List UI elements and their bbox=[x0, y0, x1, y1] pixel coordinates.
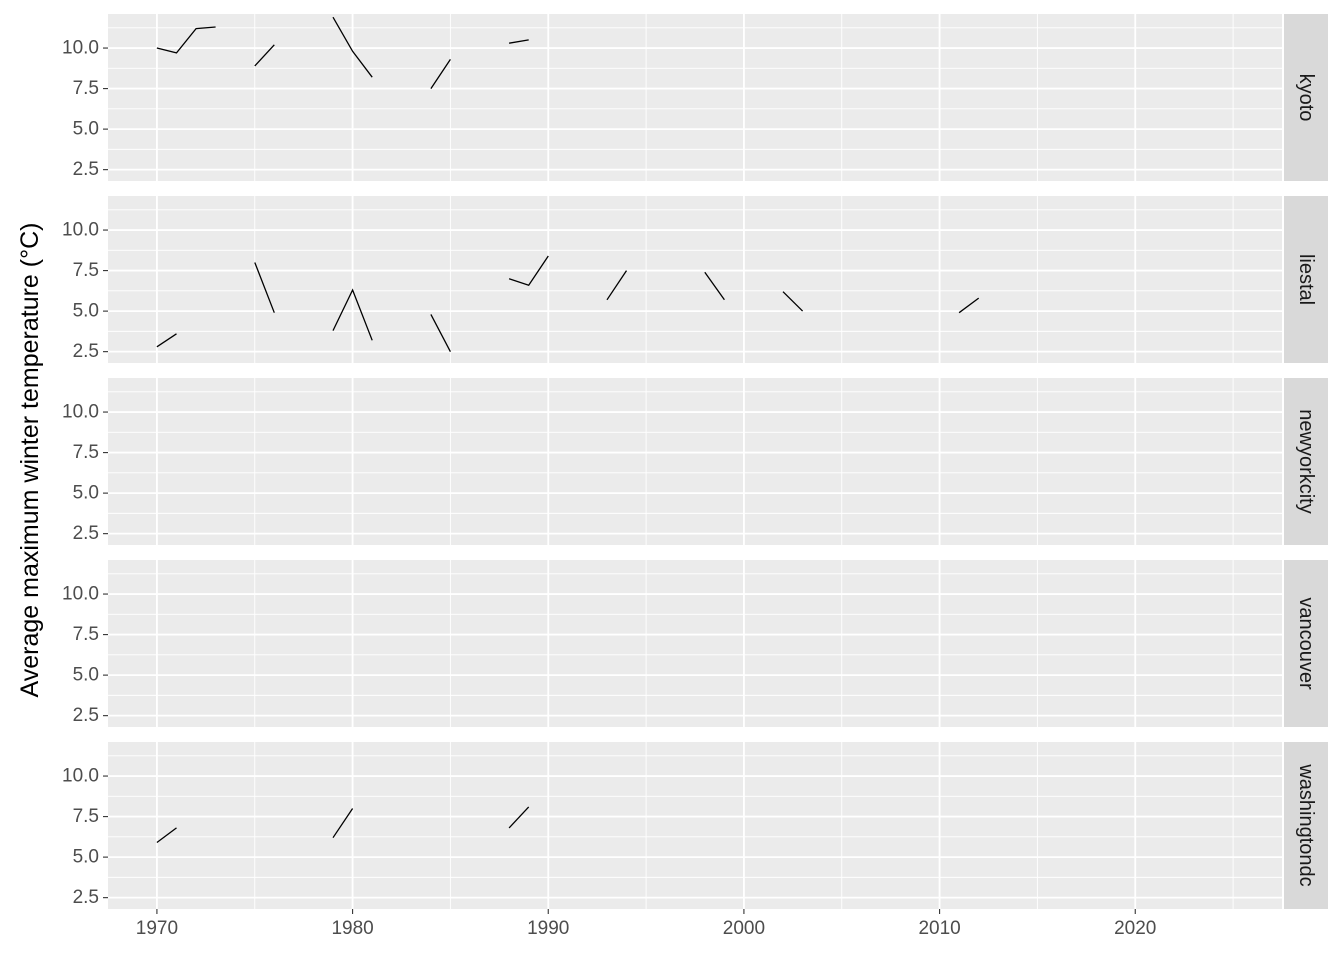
y-tick-label: 7.5 bbox=[73, 78, 99, 99]
strip-label-kyoto: kyoto bbox=[1295, 74, 1317, 122]
panel-liestal bbox=[108, 196, 1282, 363]
strip-label-newyorkcity: newyorkcity bbox=[1295, 409, 1317, 513]
series-line-kyoto-4 bbox=[508, 39, 529, 44]
y-tick-label: 7.5 bbox=[73, 260, 99, 281]
panel-washingtondc bbox=[108, 742, 1282, 909]
x-tick-label: 2000 bbox=[723, 918, 765, 939]
series-line-washingtondc-2 bbox=[508, 806, 530, 829]
strip-kyoto: kyoto bbox=[1284, 14, 1328, 181]
strip-background-vancouver bbox=[1284, 560, 1328, 727]
y-tick-label: 10.0 bbox=[62, 220, 99, 241]
x-axis: 1970 1980 1990 2000 2010 2020 bbox=[136, 909, 1156, 939]
x-tick-label: 1990 bbox=[527, 918, 569, 939]
panel-kyoto bbox=[108, 14, 1282, 181]
strip-background-newyorkcity bbox=[1284, 378, 1328, 545]
y-tick-label: 7.5 bbox=[73, 806, 99, 827]
y-tick-label: 5.0 bbox=[73, 483, 99, 504]
series-line-liestal-5 bbox=[606, 270, 628, 301]
y-axes: 2.5 5.0 7.5 10.0 2.5 5.0 7.5 10.0 2.5 5.0 7.5 10.0 2… bbox=[62, 38, 108, 908]
strip-newyorkcity: newyorkcity bbox=[1284, 378, 1328, 545]
series-line-liestal-7 bbox=[782, 291, 804, 312]
panel-background-washingtondc bbox=[108, 742, 1282, 909]
x-tick-label: 2020 bbox=[1114, 918, 1156, 939]
strip-background-liestal bbox=[1284, 196, 1328, 363]
panel-background-newyorkcity bbox=[108, 378, 1282, 545]
y-tick-label: 5.0 bbox=[73, 665, 99, 686]
facet-strips: kyoto liestal newyorkcity vancouver washingt… bbox=[1284, 14, 1328, 909]
panel-background-vancouver bbox=[108, 560, 1282, 727]
strip-background-kyoto bbox=[1284, 14, 1328, 181]
strip-washingtondc: washingtondc bbox=[1284, 742, 1328, 909]
y-tick-label: 10.0 bbox=[62, 38, 99, 59]
series-line-liestal-0 bbox=[156, 333, 177, 348]
panel-newyorkcity bbox=[108, 378, 1282, 545]
y-tick-label: 5.0 bbox=[73, 847, 99, 868]
strip-vancouver: vancouver bbox=[1284, 560, 1328, 727]
x-tick-label: 2010 bbox=[918, 918, 960, 939]
y-tick-label: 5.0 bbox=[73, 119, 99, 140]
y-tick-label: 5.0 bbox=[73, 301, 99, 322]
strip-background-washingtondc bbox=[1284, 742, 1328, 909]
panel-vancouver bbox=[108, 560, 1282, 727]
series-line-kyoto-0 bbox=[156, 26, 216, 54]
series-line-washingtondc-0 bbox=[156, 827, 177, 844]
strip-label-liestal: liestal bbox=[1295, 254, 1317, 305]
y-axis-title: Average maximum winter temperature (°C) bbox=[16, 223, 44, 698]
strip-liestal: liestal bbox=[1284, 196, 1328, 363]
y-tick-label: 2.5 bbox=[73, 705, 99, 726]
x-tick-label: 1980 bbox=[331, 918, 373, 939]
y-tick-label: 2.5 bbox=[73, 523, 99, 544]
y-tick-label: 10.0 bbox=[62, 766, 99, 787]
y-tick-label: 2.5 bbox=[73, 341, 99, 362]
series-line-liestal-1 bbox=[254, 262, 275, 313]
series-line-kyoto-1 bbox=[254, 44, 275, 67]
strip-label-vancouver: vancouver bbox=[1295, 597, 1317, 690]
y-tick-label: 10.0 bbox=[62, 584, 99, 605]
series-line-kyoto-3 bbox=[430, 59, 451, 89]
series-line-liestal-8 bbox=[958, 297, 980, 314]
facet-panels bbox=[108, 14, 1282, 909]
series-line-liestal-4 bbox=[508, 255, 549, 286]
series-line-liestal-2 bbox=[332, 288, 373, 341]
series-line-washingtondc-1 bbox=[332, 808, 354, 839]
y-tick-label: 7.5 bbox=[73, 442, 99, 463]
panel-background-kyoto bbox=[108, 14, 1282, 181]
x-tick-label: 1970 bbox=[136, 918, 178, 939]
series-line-liestal-6 bbox=[704, 271, 725, 301]
y-tick-label: 7.5 bbox=[73, 624, 99, 645]
series-line-kyoto-2 bbox=[332, 16, 373, 78]
strip-label-washingtondc: washingtondc bbox=[1295, 763, 1317, 886]
y-tick-label: 10.0 bbox=[62, 402, 99, 423]
y-tick-label: 2.5 bbox=[73, 159, 99, 180]
y-tick-label: 2.5 bbox=[73, 887, 99, 908]
panel-background-liestal bbox=[108, 196, 1282, 363]
series-line-liestal-3 bbox=[430, 314, 451, 353]
